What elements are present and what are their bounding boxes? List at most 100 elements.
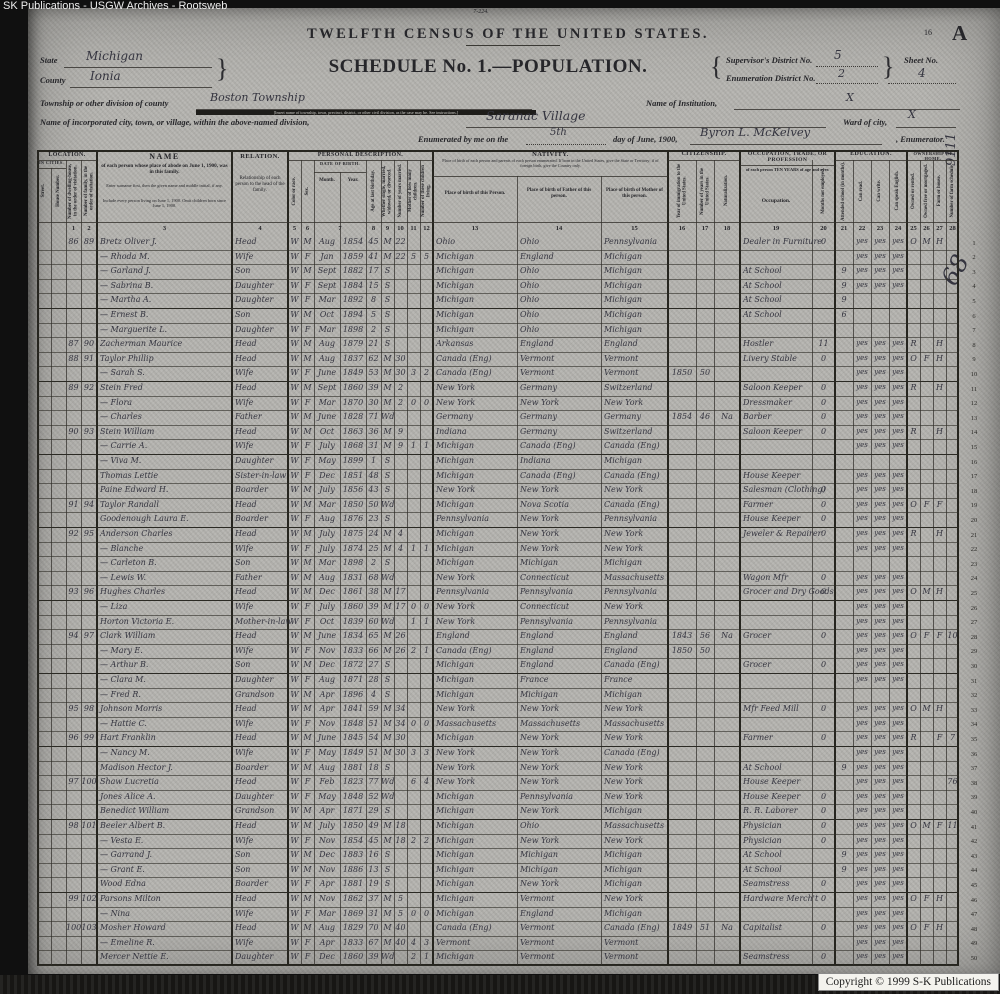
cell-years-us: 51: [699, 923, 711, 933]
cell-age: 27: [368, 660, 379, 670]
cell-months-unemployed: 0: [820, 383, 827, 392]
table-row: — Martha A. Daughter W F Mar 1892 8 S Michigan Oh…: [37, 294, 959, 309]
grid-line: [834, 150, 836, 966]
cell-relation: Daughter: [235, 280, 274, 290]
cell-write: yes: [874, 937, 886, 946]
enumerated-post: , Enumerator.: [896, 134, 945, 144]
grid-line: [740, 165, 835, 166]
grid-line: [853, 160, 854, 966]
cell-years-married: 22: [395, 251, 406, 261]
cell-months-unemployed: 0: [820, 923, 827, 933]
column-header-label: House Number.: [55, 175, 61, 207]
column-header-label: Number of these children living.: [421, 165, 432, 217]
institution-value: X: [846, 91, 854, 104]
cell-farm-schedule: 11: [947, 821, 958, 830]
cell-occupation: Hostler: [743, 339, 774, 349]
cell-age: 36: [368, 426, 379, 436]
column-header-label: Attended school (in months).: [841, 161, 847, 221]
cell-month: May: [318, 456, 336, 465]
cell-dwelling: 90: [68, 426, 79, 436]
cell-month: Dec: [319, 850, 335, 860]
cell-month: Aug: [318, 923, 336, 933]
table-row: Horton Victoria E. Mother-in-law W F Oct 1839…: [37, 616, 959, 631]
line-number: 20: [970, 516, 978, 524]
cell-marital: S: [384, 456, 391, 465]
cell-year: 1874: [342, 543, 364, 553]
cell-farm-house: H: [936, 353, 943, 363]
line-number: 49: [970, 940, 978, 948]
cell-mother-of: 6: [410, 777, 417, 787]
cell-write: yes: [874, 791, 886, 800]
column-number: 27: [936, 225, 943, 232]
cell-marital: M: [383, 894, 392, 903]
cell-color: W: [290, 266, 299, 276]
cell-pob: New York: [436, 397, 476, 407]
cell-pob-mother: Switzerland: [604, 426, 653, 436]
cell-occupation: House Keeper: [743, 791, 801, 801]
cell-pob-mother: New York: [604, 602, 644, 611]
column-header-label: Year of immigration to the United States…: [676, 163, 687, 219]
cell-name: — Emeline R.: [100, 937, 155, 947]
cell-year: 1854: [342, 835, 364, 845]
cell-read: yes: [856, 514, 868, 523]
cell-name: Wood Edna: [100, 879, 146, 889]
column-header-label: Color or race.: [291, 176, 297, 206]
cell-year: 1839: [342, 616, 364, 626]
cell-pob: Canada (Eng): [436, 645, 492, 655]
cell-month: June: [317, 631, 337, 641]
cell-pob-father: Canada (Eng): [520, 470, 576, 480]
line-number: 11: [970, 385, 978, 393]
table-row: 93 96 Hughes Charles Head W M Dec 1861 38 M 17 Penn…: [37, 586, 959, 601]
cell-pob-mother: France: [604, 675, 633, 684]
table-row: — Rhoda M. Wife W F Jan 1859 41 M 22 5 5 Michigan En…: [37, 251, 959, 266]
table-row: 98 101 Beeler Albert B. Head W M July 1850 49 M 18…: [37, 820, 959, 835]
cell-farm-schedule: 7: [949, 733, 956, 743]
column-header-speak: Can speak English.: [889, 161, 907, 221]
cell-name: Goodenough Laura E.: [100, 514, 189, 524]
occupation-label: Occupation.: [761, 198, 791, 204]
cell-farm-house: H: [936, 383, 943, 392]
cell-occupation: Saloon Keeper: [743, 426, 803, 436]
cell-pob-mother: Massachusetts: [604, 572, 665, 582]
cell-pob: Michigan: [436, 689, 474, 699]
cell-read: yes: [856, 777, 868, 786]
cell-read: yes: [856, 529, 868, 537]
cell-month: Nov: [318, 718, 336, 728]
cell-age: 2: [370, 558, 377, 568]
cell-year: 1831: [342, 572, 364, 582]
table-row: Wood Edna Boarder W F Apr 1881 19 S Michigan New …: [37, 878, 959, 893]
cell-pob-mother: Pennsylvania: [604, 587, 658, 597]
cell-pob-mother: Switzerland: [604, 383, 653, 392]
cell-owned: O: [910, 704, 917, 714]
cell-pob-father: England: [520, 660, 554, 670]
cell-pob-mother: Michigan: [604, 456, 642, 465]
cell-year: 1896: [342, 689, 364, 699]
cell-month: Feb: [319, 777, 335, 787]
table-row: Goodenough Laura E. Boarder W F Aug 1876 23 S Pe…: [37, 513, 959, 528]
cell-marital: Wd: [381, 412, 395, 422]
cell-marital: S: [384, 470, 391, 480]
cell-color: W: [290, 791, 299, 801]
table-row: Jones Alice A. Daughter W F May 1848 52 Wd Michi…: [37, 791, 959, 806]
line-number: 47: [970, 911, 978, 919]
cell-year: 1861: [342, 587, 364, 597]
cell-marital: M: [383, 704, 392, 714]
cell-write: yes: [874, 733, 886, 742]
cell-pob: Germany: [436, 412, 473, 422]
cell-pob-mother: New York: [604, 485, 644, 495]
group-occupation: OCCUPATION, TRADE, OR PROFESSION: [747, 151, 828, 164]
cell-pob-father: New York: [520, 529, 560, 538]
cell-sex: F: [304, 456, 311, 465]
cell-read: yes: [856, 864, 868, 873]
cell-mother-of: 4: [410, 937, 417, 947]
cell-naturalization: Na: [721, 923, 733, 933]
cell-name: Horton Victoria E.: [100, 616, 175, 626]
line-number: 1: [972, 239, 976, 247]
in-cities-label: IN CITIES.: [39, 160, 64, 165]
cell-school: 9: [841, 266, 847, 276]
cell-name: Beeler Albert B.: [100, 821, 166, 830]
cell-month: June: [317, 733, 337, 743]
cell-months-unemployed: 0: [820, 879, 827, 889]
cell-write: yes: [874, 237, 886, 245]
line-number: 28: [970, 633, 978, 641]
